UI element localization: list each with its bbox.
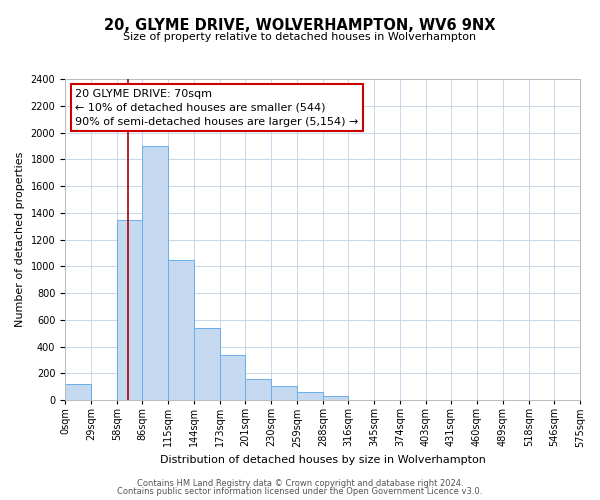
Bar: [65, 384, 91, 400]
Text: 20 GLYME DRIVE: 70sqm
← 10% of detached houses are smaller (544)
90% of semi-det: 20 GLYME DRIVE: 70sqm ← 10% of detached …: [76, 88, 359, 126]
Text: Contains public sector information licensed under the Open Government Licence v3: Contains public sector information licen…: [118, 487, 482, 496]
X-axis label: Distribution of detached houses by size in Wolverhampton: Distribution of detached houses by size …: [160, 455, 485, 465]
Bar: [323, 396, 348, 400]
Text: Size of property relative to detached houses in Wolverhampton: Size of property relative to detached ho…: [124, 32, 476, 42]
Text: 20, GLYME DRIVE, WOLVERHAMPTON, WV6 9NX: 20, GLYME DRIVE, WOLVERHAMPTON, WV6 9NX: [104, 18, 496, 32]
Bar: [245, 379, 271, 400]
Y-axis label: Number of detached properties: Number of detached properties: [15, 152, 25, 328]
Bar: [220, 354, 245, 400]
Bar: [194, 328, 220, 400]
Bar: [168, 260, 194, 400]
Bar: [271, 386, 297, 400]
Bar: [297, 392, 323, 400]
Bar: [142, 146, 168, 400]
Text: Contains HM Land Registry data © Crown copyright and database right 2024.: Contains HM Land Registry data © Crown c…: [137, 478, 463, 488]
Bar: [117, 220, 142, 400]
